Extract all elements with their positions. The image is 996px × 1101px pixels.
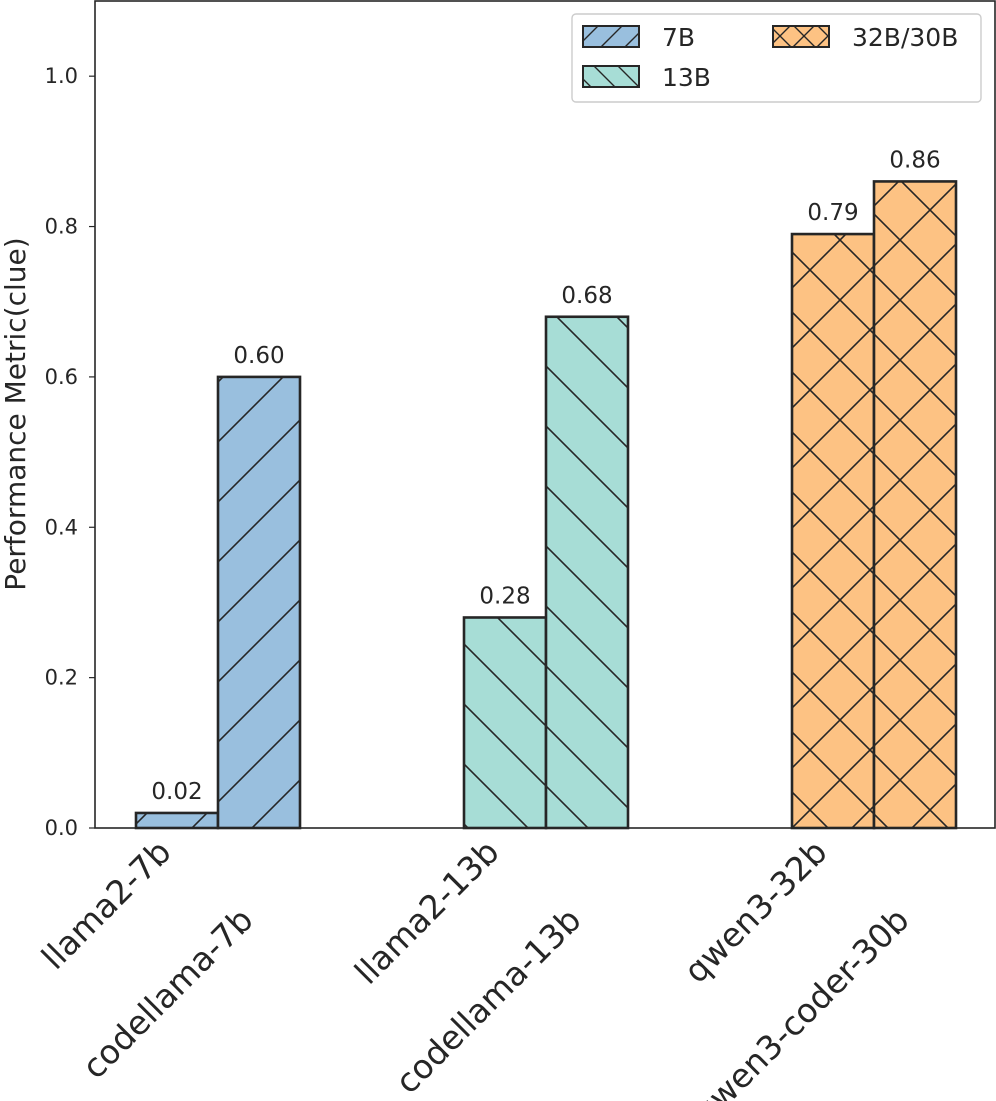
bars-layer: [134, 180, 958, 830]
x-tick-label-qwen3-32b: qwen3-32b: [676, 832, 834, 990]
x-tick-label-llama2-13b: llama2-13b: [347, 832, 507, 992]
value-label-llama2-7b: 0.02: [151, 779, 202, 805]
legend-label-32b-30b: 32B/30B: [852, 23, 958, 52]
y-tick-label: 0.2: [45, 666, 78, 690]
bar-hatch-llama2-7b: [134, 811, 220, 830]
bar-hatch-qwen3-coder-30b: [872, 180, 958, 830]
y-tick-label: 1.0: [45, 64, 78, 88]
plot-area-frame: [94, 0, 996, 829]
bar-hatch-codellama-7b: [216, 375, 302, 830]
y-tick-label: 0.4: [45, 515, 78, 539]
bar-hatch-qwen3-32b: [790, 232, 876, 830]
y-axis-title: Performance Metric(clue): [0, 237, 32, 590]
legend-swatch-13b-hatch: [583, 66, 639, 87]
y-tick-label: 0.8: [45, 215, 78, 239]
value-labels-layer: 0.02 0.60 0.28 0.68 0.79 0.86: [151, 147, 940, 805]
value-label-codellama-7b: 0.60: [233, 343, 284, 369]
value-label-qwen3-32b: 0.79: [807, 200, 858, 226]
value-label-qwen3-coder-30b: 0.86: [889, 147, 940, 173]
legend: 7B 32B/30B 13B: [571, 13, 982, 103]
value-label-llama2-13b: 0.28: [479, 583, 530, 609]
legend-entry-7b: 7B: [582, 23, 695, 52]
legend-entry-32b-30b: 32B/30B: [772, 23, 958, 52]
legend-label-7b: 7B: [662, 23, 695, 52]
y-tick-label: 0.6: [45, 365, 78, 389]
legend-frame: [571, 13, 982, 103]
legend-entry-13b: 13B: [582, 63, 711, 92]
value-label-codellama-13b: 0.68: [561, 283, 612, 309]
x-tick-label-llama2-7b: llama2-7b: [34, 832, 179, 977]
bar-hatch-codellama-13b: [544, 315, 630, 830]
legend-swatch-32b-30b-hatch: [773, 26, 829, 47]
bar-hatch-llama2-13b: [462, 616, 548, 830]
y-axis-ticks: 0.0 0.2 0.4 0.6 0.8 1.0: [45, 64, 95, 840]
y-tick-label: 0.0: [45, 816, 78, 840]
legend-swatch-7b-hatch: [583, 26, 639, 47]
legend-label-13b: 13B: [662, 63, 711, 92]
